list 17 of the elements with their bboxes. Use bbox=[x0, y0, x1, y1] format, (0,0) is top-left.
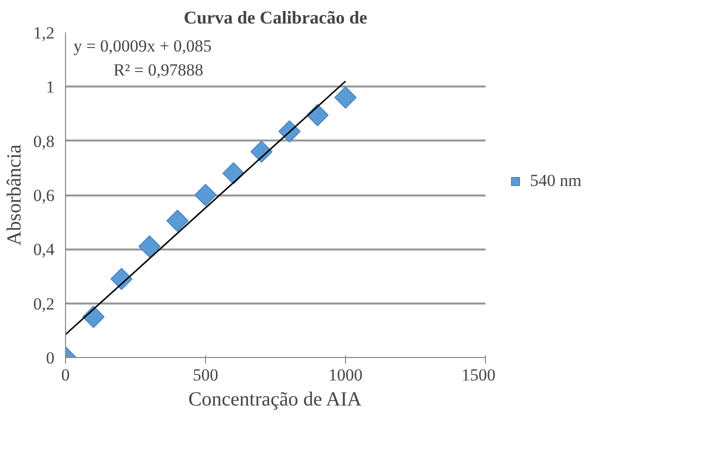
annotation: R² = 0,97888 bbox=[114, 60, 204, 80]
y-tick-label: 0,6 bbox=[33, 186, 54, 205]
y-tick-label: 1 bbox=[46, 78, 54, 97]
y-tick-label: 0,4 bbox=[33, 240, 55, 260]
y-tick-label: 0,8 bbox=[33, 132, 54, 151]
x-tick-label: 500 bbox=[192, 366, 218, 384]
x-tick-label: 0 bbox=[61, 366, 70, 384]
y-axis-title: Absorbância bbox=[3, 144, 26, 246]
y-tick-label: 1,2 bbox=[33, 24, 54, 42]
chart-title: Curva de Calibracão de bbox=[184, 8, 368, 28]
y-tick-label: 0,2 bbox=[33, 294, 54, 314]
annotation: y = 0,0009x + 0,085 bbox=[74, 36, 212, 56]
x-axis-title: Concentração de AIA bbox=[188, 388, 362, 410]
x-tick-label: 1000 bbox=[328, 366, 362, 384]
y-tick-label: 0 bbox=[46, 348, 54, 368]
legend-label: 540 nm bbox=[530, 170, 582, 190]
x-tick-label: 1500 bbox=[462, 366, 496, 384]
